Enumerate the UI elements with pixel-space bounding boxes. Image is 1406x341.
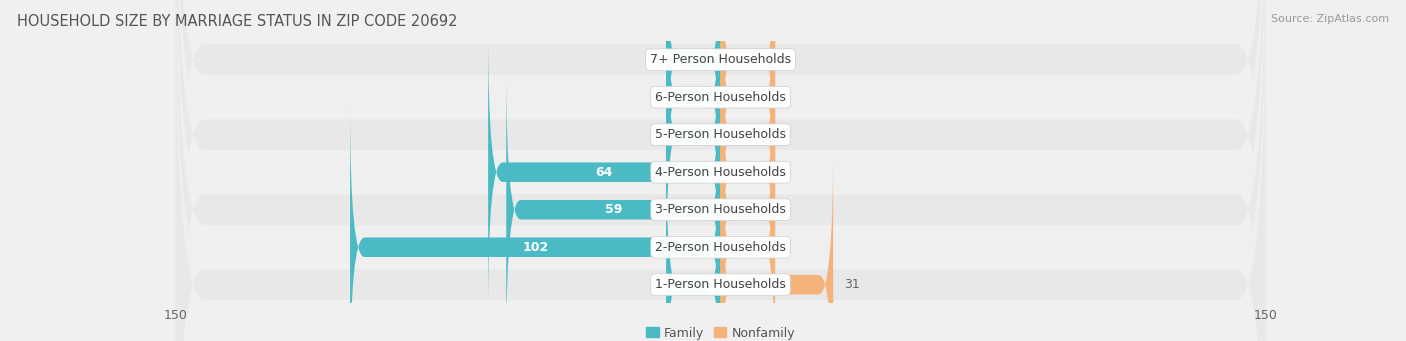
FancyBboxPatch shape [350, 107, 721, 341]
FancyBboxPatch shape [176, 0, 1265, 341]
Text: HOUSEHOLD SIZE BY MARRIAGE STATUS IN ZIP CODE 20692: HOUSEHOLD SIZE BY MARRIAGE STATUS IN ZIP… [17, 14, 457, 29]
FancyBboxPatch shape [176, 0, 1265, 341]
Text: Source: ZipAtlas.com: Source: ZipAtlas.com [1271, 14, 1389, 24]
Text: 0: 0 [651, 91, 659, 104]
FancyBboxPatch shape [506, 70, 721, 341]
Text: 7+ Person Households: 7+ Person Households [650, 53, 792, 66]
Text: 3-Person Households: 3-Person Households [655, 203, 786, 216]
FancyBboxPatch shape [721, 145, 834, 341]
FancyBboxPatch shape [488, 32, 721, 312]
Text: 102: 102 [522, 241, 548, 254]
FancyBboxPatch shape [176, 0, 1265, 341]
Text: 0: 0 [782, 166, 790, 179]
Text: 0: 0 [782, 53, 790, 66]
Text: 0: 0 [651, 278, 659, 291]
FancyBboxPatch shape [176, 0, 1265, 341]
Text: 64: 64 [596, 166, 613, 179]
FancyBboxPatch shape [666, 145, 721, 341]
FancyBboxPatch shape [666, 0, 721, 275]
FancyBboxPatch shape [721, 107, 775, 341]
FancyBboxPatch shape [721, 70, 775, 341]
Text: 0: 0 [651, 128, 659, 141]
Text: 2-Person Households: 2-Person Households [655, 241, 786, 254]
Text: 6-Person Households: 6-Person Households [655, 91, 786, 104]
FancyBboxPatch shape [721, 32, 775, 312]
FancyBboxPatch shape [176, 0, 1265, 341]
Text: 0: 0 [782, 128, 790, 141]
Legend: Family, Nonfamily: Family, Nonfamily [641, 322, 800, 341]
Text: 31: 31 [844, 278, 860, 291]
Text: 4-Person Households: 4-Person Households [655, 166, 786, 179]
Text: 59: 59 [605, 203, 621, 216]
Text: 0: 0 [782, 203, 790, 216]
FancyBboxPatch shape [666, 0, 721, 237]
FancyBboxPatch shape [176, 0, 1265, 341]
Text: 1-Person Households: 1-Person Households [655, 278, 786, 291]
Text: 0: 0 [782, 241, 790, 254]
FancyBboxPatch shape [721, 0, 775, 237]
FancyBboxPatch shape [721, 0, 775, 200]
Text: 0: 0 [782, 91, 790, 104]
Text: 5-Person Households: 5-Person Households [655, 128, 786, 141]
FancyBboxPatch shape [721, 0, 775, 275]
FancyBboxPatch shape [176, 0, 1265, 341]
Text: 0: 0 [651, 53, 659, 66]
FancyBboxPatch shape [666, 0, 721, 200]
